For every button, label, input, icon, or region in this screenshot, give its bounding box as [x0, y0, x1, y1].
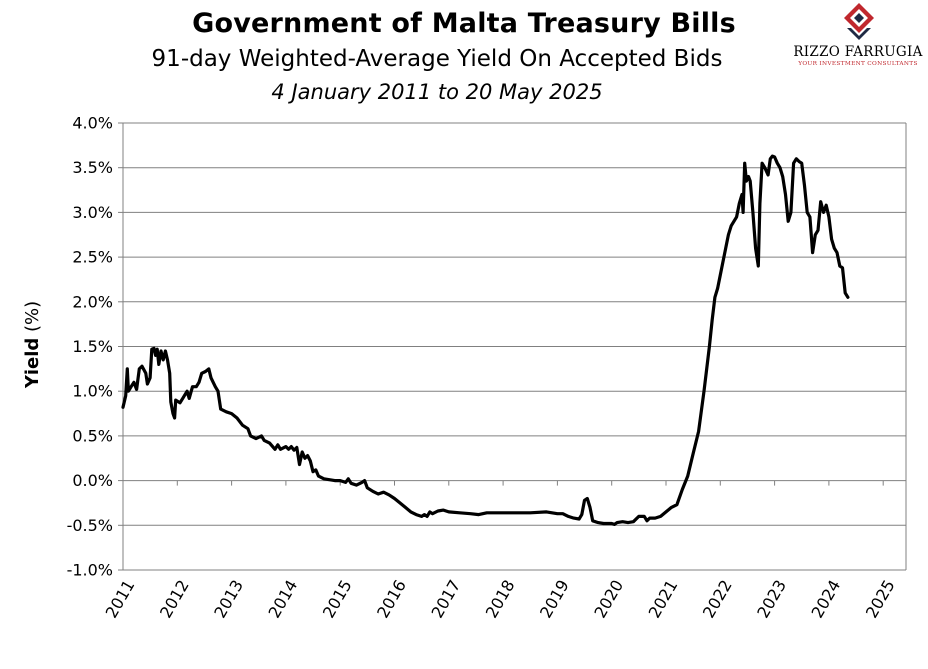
- y-axis-title-unit: (%): [22, 301, 43, 338]
- x-tick-label: 2011: [102, 577, 139, 622]
- x-tick-label: 2014: [265, 577, 302, 622]
- y-tick-label: 3.5%: [72, 158, 113, 177]
- x-tick-label: 2021: [645, 577, 682, 622]
- company-logo: RIZZO FARRUGIA YOUR INVESTMENT CONSULTAN…: [788, 2, 928, 70]
- x-tick-label: 2023: [753, 577, 790, 622]
- yield-series-line: [121, 154, 850, 526]
- y-tick-label: -1.0%: [67, 561, 113, 580]
- x-tick-label: 2012: [156, 577, 193, 622]
- chart-date-range: 4 January 2011 to 20 May 2025: [271, 80, 603, 104]
- logo-mark-icon: [844, 3, 874, 40]
- y-tick-label: 4.0%: [72, 114, 113, 133]
- y-tick-label: 0.5%: [72, 426, 113, 445]
- x-tick-label: 2013: [210, 577, 247, 622]
- chart-title: Government of Malta Treasury Bills: [192, 8, 736, 39]
- y-tick-label: 3.0%: [72, 203, 113, 222]
- y-tick-label: 0.0%: [72, 471, 113, 490]
- x-tick-label: 2018: [482, 577, 519, 622]
- chart-subtitle: 91-day Weighted-Average Yield On Accepte…: [151, 46, 723, 72]
- x-tick-label: 2020: [590, 577, 627, 622]
- y-tick-label: 1.0%: [72, 382, 113, 401]
- x-tick-label: 2025: [862, 577, 899, 622]
- y-tick-label: -0.5%: [67, 516, 113, 535]
- y-tick-label: 2.0%: [72, 292, 113, 311]
- y-axis-title-main: Yield: [22, 338, 43, 389]
- y-axis-title: Yield (%): [22, 301, 43, 389]
- x-tick-label: 2022: [699, 577, 736, 622]
- logo-tagline: YOUR INVESTMENT CONSULTANTS: [798, 61, 918, 67]
- y-tick-label: 1.5%: [72, 337, 113, 356]
- x-tick-label: 2017: [427, 577, 464, 622]
- x-tick-label: 2019: [536, 577, 573, 622]
- x-tick-label: 2024: [808, 577, 845, 622]
- y-tick-label: 2.5%: [72, 248, 113, 267]
- x-tick-label: 2015: [319, 577, 356, 622]
- x-tick-label: 2016: [373, 577, 410, 622]
- logo-name: RIZZO FARRUGIA: [793, 44, 923, 60]
